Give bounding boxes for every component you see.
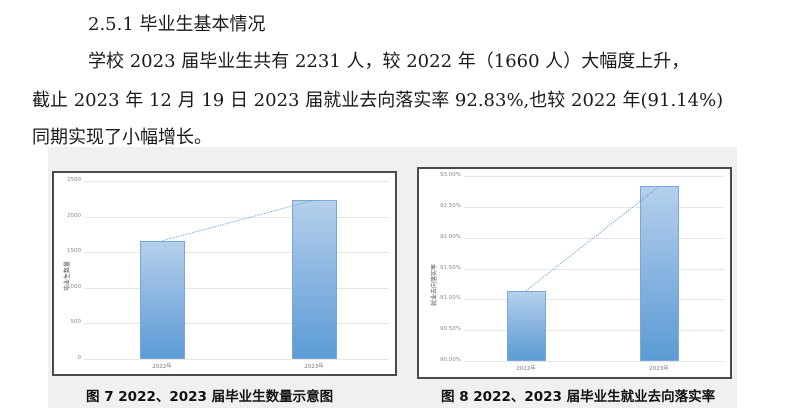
bar-2022年 bbox=[139, 240, 185, 359]
graduates-count-chart: 毕业生数量 2500 2000 1500 1000 500 0 2022年 2023年 bbox=[52, 171, 397, 376]
figure-8-caption: 图 8 2022、2023 届毕业生就业去向落实率 bbox=[441, 389, 716, 405]
gridline bbox=[464, 176, 724, 177]
gridline bbox=[464, 237, 724, 239]
y-tick-label: 0 bbox=[77, 355, 82, 361]
gridline bbox=[464, 299, 724, 301]
bar-2023年 bbox=[291, 200, 337, 359]
y-tick-label: 92.50% bbox=[440, 202, 461, 209]
figure-7-caption: 图 7 2022、2023 届毕业生数量示意图 bbox=[86, 389, 334, 405]
section-heading: 2.5.1 毕业生基本情况 bbox=[88, 14, 266, 35]
gridline bbox=[84, 181, 389, 182]
paragraph-line-1: 学校 2023 届毕业生共有 2231 人，较 2022 年（1660 人）大幅… bbox=[88, 51, 690, 72]
y-tick-label: 2500 bbox=[67, 177, 81, 183]
y-tick-label: 500 bbox=[70, 319, 82, 326]
employment-rate-chart: 就业去向落实率 93.00% 92.50% 92.00% 91.50% 91.00% 90… bbox=[417, 167, 732, 379]
trendline bbox=[525, 186, 660, 292]
y-tick-label: 90.00% bbox=[440, 357, 461, 363]
paragraph-line-3: 同期实现了小幅增长。 bbox=[32, 127, 212, 148]
x-tick-label: 2023年 bbox=[649, 366, 669, 372]
gridline bbox=[84, 323, 389, 325]
gridline bbox=[84, 287, 389, 289]
y-tick-label: 90.50% bbox=[440, 326, 461, 333]
y-tick-label: 1500 bbox=[67, 248, 81, 255]
y-tick-label: 93.00% bbox=[440, 172, 461, 178]
x-tick-label: 2022年 bbox=[516, 366, 536, 372]
x-tick-label: 2023年 bbox=[304, 364, 324, 370]
y-tick-label: 1000 bbox=[67, 283, 81, 290]
paragraph-line-2: 截止 2023 年 12 月 19 日 2023 届就业去向落实率 92.83%… bbox=[32, 90, 724, 111]
gridline bbox=[464, 330, 724, 332]
gridline bbox=[464, 268, 724, 270]
y-tick-label: 91.00% bbox=[440, 295, 461, 302]
gridline bbox=[84, 359, 389, 360]
gridline bbox=[84, 216, 389, 218]
trendline bbox=[161, 199, 315, 242]
gridline bbox=[464, 206, 724, 208]
y-tick-label: 2000 bbox=[67, 212, 81, 219]
bar-2022年 bbox=[506, 290, 546, 361]
gridline bbox=[464, 361, 724, 362]
y-tick-label: 92.00% bbox=[440, 233, 461, 240]
y-tick-label: 91.50% bbox=[440, 264, 461, 271]
x-tick-label: 2022年 bbox=[152, 364, 172, 370]
gridline bbox=[84, 252, 389, 254]
